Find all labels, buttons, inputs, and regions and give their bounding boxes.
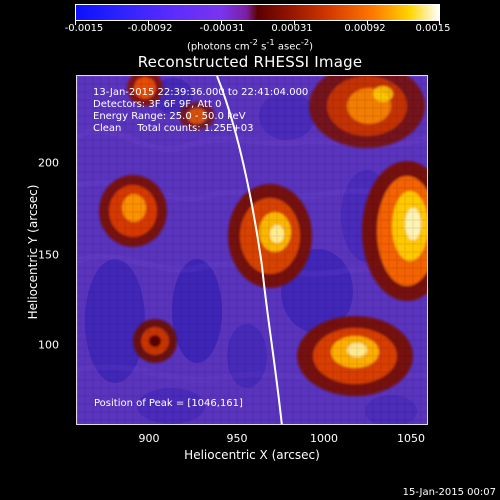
units-superscript: -2 bbox=[249, 37, 258, 47]
time-range-text: 13-Jan-2015 22:39:36.000 to 22:41:04.000 bbox=[93, 87, 309, 98]
y-tick-label: 150 bbox=[38, 248, 59, 262]
pixel-grid bbox=[77, 76, 427, 424]
y-tick-label: 100 bbox=[38, 338, 59, 352]
colorbar-tick-label: -0.0015 bbox=[64, 23, 104, 34]
colorbar-tick bbox=[294, 20, 295, 25]
x-tick-label: 1050 bbox=[397, 432, 425, 445]
colorbar-tick bbox=[221, 20, 222, 25]
colorbar-tick-label: 0.0015 bbox=[415, 23, 451, 34]
y-axis-title: Heliocentric Y (arcsec) bbox=[26, 184, 40, 320]
colorbar-units: (photons cm-2 s-1 asec-2) bbox=[0, 37, 500, 52]
x-tick-label: 1000 bbox=[310, 432, 338, 445]
rhessi-plot-area bbox=[76, 75, 428, 425]
units-part: (photons cm bbox=[186, 41, 250, 53]
footer-timestamp: 15-Jan-2015 00:07 bbox=[402, 487, 496, 498]
colorbar-tick bbox=[75, 20, 76, 25]
x-axis-title: Heliocentric X (arcsec) bbox=[184, 448, 320, 462]
units-part: asec bbox=[274, 41, 301, 53]
colorbar-ticks bbox=[75, 20, 440, 26]
bright-sources bbox=[99, 76, 427, 396]
colorbar-tick-label: 0.00031 bbox=[271, 23, 313, 34]
x-tick-label: 950 bbox=[226, 432, 248, 445]
energy-range-text: Energy Range: 25.0 - 50.0 keV bbox=[93, 111, 246, 122]
y-tick-label: 200 bbox=[38, 156, 59, 170]
colorbar-tick bbox=[439, 20, 440, 25]
units-part: ) bbox=[309, 41, 314, 53]
colorbar-tick-label: 0.00092 bbox=[344, 23, 386, 34]
units-superscript: -1 bbox=[266, 37, 275, 47]
low-intensity-regions bbox=[85, 78, 417, 424]
units-part: s bbox=[257, 41, 267, 53]
clean-total-counts-text: Clean Total counts: 1.25E+03 bbox=[93, 123, 254, 134]
colorbar-tick-label: -0.00031 bbox=[199, 23, 245, 34]
colorbar-tick-label: -0.00092 bbox=[127, 23, 173, 34]
solar-limb-line bbox=[216, 76, 283, 424]
colorbar bbox=[75, 4, 440, 21]
peak-position-text: Position of Peak = [1046,161] bbox=[94, 398, 243, 409]
rhessi-image-canvas bbox=[77, 76, 427, 424]
colorbar-tick bbox=[367, 20, 368, 25]
colorbar-tick bbox=[148, 20, 149, 25]
x-tick-label: 900 bbox=[138, 432, 160, 445]
detectors-text: Detectors: 3F 6F 9F, Att 0 bbox=[93, 99, 222, 110]
units-superscript: -2 bbox=[300, 37, 310, 47]
image-title: Reconstructed RHESSI Image bbox=[137, 53, 363, 71]
